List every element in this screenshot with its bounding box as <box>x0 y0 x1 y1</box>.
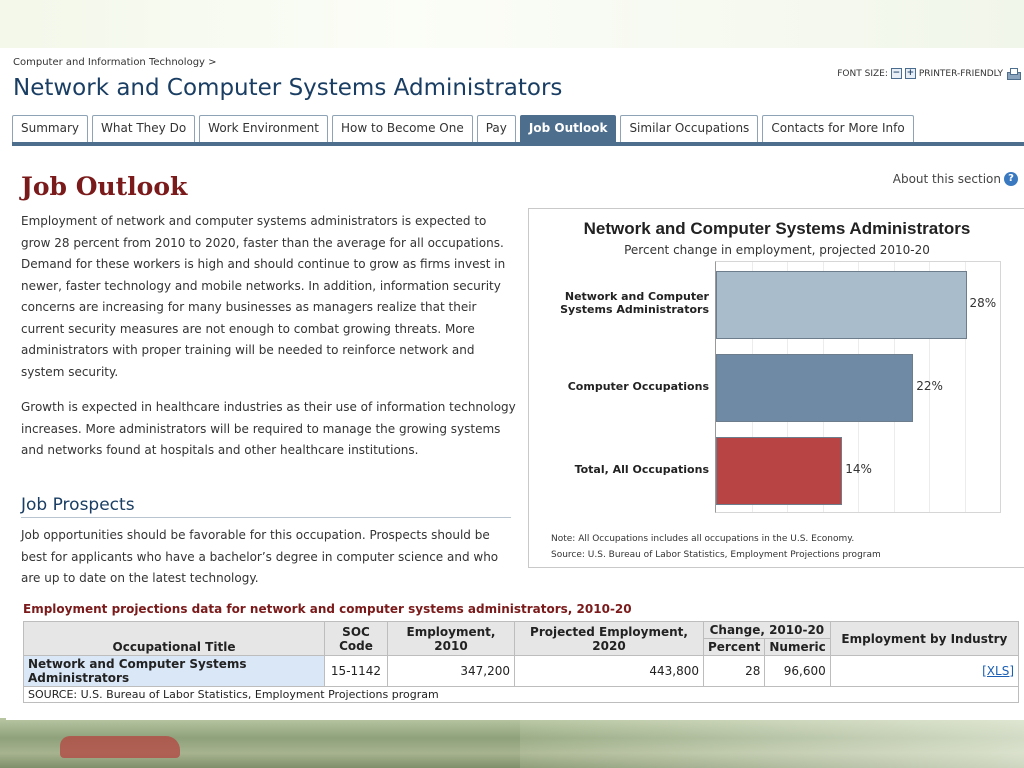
background-image <box>0 718 1024 768</box>
tab-what-they-do[interactable]: What They Do <box>92 115 196 142</box>
table-caption: Employment projections data for network … <box>23 602 632 616</box>
printer-friendly-link[interactable]: PRINTER-FRIENDLY <box>918 68 1003 79</box>
outlook-paragraph-1: Employment of network and computer syste… <box>21 214 506 379</box>
chart-title: Network and Computer Systems Administrat… <box>583 219 971 238</box>
xls-link[interactable]: [XLS] <box>982 664 1014 678</box>
table-row: Network and Computer Systems Administrat… <box>23 655 1020 687</box>
col-employment-by-industry: Employment by Industry <box>829 621 1020 656</box>
chart-gridline <box>964 262 966 512</box>
outlook-paragraph-2: Growth is expected in healthcare industr… <box>21 400 516 457</box>
tab-pay[interactable]: Pay <box>476 115 516 142</box>
row-soc-code: 15-1142 <box>324 655 388 687</box>
chart-category-label-line: Systems Administrators <box>560 302 709 316</box>
tab-underline <box>12 142 1024 146</box>
page-tools: FONT SIZE: − + PRINTER-FRIENDLY <box>837 68 1021 80</box>
tab-contacts[interactable]: Contacts for More Info <box>762 115 914 142</box>
chart-bar <box>716 270 967 339</box>
outlook-chart: Network and Computer Systems Administrat… <box>528 208 1024 568</box>
about-section-label[interactable]: About this section <box>892 172 1001 186</box>
chart-category-label: Network and Computer Systems Administrato… <box>549 290 709 316</box>
row-employment-2010: 347,200 <box>387 655 515 687</box>
row-numeric: 96,600 <box>764 655 831 687</box>
chart-bar <box>716 437 843 506</box>
chart-value-label: 28% <box>969 295 997 310</box>
row-projected-2020: 443,800 <box>514 655 704 687</box>
chart-note-text: Note: All Occupations includes all occup… <box>551 534 855 544</box>
col-numeric: Numeric <box>764 638 831 656</box>
chart-category-label-line: Total, All Occupations <box>574 462 709 476</box>
page-content: Computer and Information Technology > Ne… <box>6 48 1024 720</box>
tab-job-outlook[interactable]: Job Outlook <box>519 115 617 142</box>
background-top <box>0 0 1024 48</box>
tab-bar: Summary What They Do Work Environment Ho… <box>12 115 914 142</box>
chart-category-label-line: Network and Computer <box>564 289 709 303</box>
printer-icon[interactable] <box>1006 68 1021 80</box>
chart-category-label: Computer Occupations <box>549 380 709 393</box>
col-occupational-title: Occupational Title <box>23 621 325 656</box>
job-prospects-heading: Job Prospects <box>21 495 511 518</box>
chart-value-label: 14% <box>845 462 872 477</box>
col-employment-2010: Employment, 2010 <box>387 621 515 656</box>
plus-icon[interactable]: + <box>904 68 916 79</box>
chart-source-text: Source: U.S. Bureau of Labor Statistics,… <box>551 550 881 560</box>
prospects-paragraph: Job opportunities should be favorable fo… <box>21 528 499 585</box>
tab-summary[interactable]: Summary <box>12 115 88 142</box>
projections-table: Occupational Title SOC Code Employment, … <box>23 621 1020 703</box>
col-change: Change, 2010-20 <box>703 621 831 639</box>
tab-work-environment[interactable]: Work Environment <box>199 115 328 142</box>
col-percent: Percent <box>702 638 766 656</box>
about-section-link[interactable]: About this section ? <box>893 172 1018 186</box>
tab-similar-occupations[interactable]: Similar Occupations <box>620 115 759 142</box>
help-icon[interactable]: ? <box>1004 172 1018 186</box>
section-title: Job Outlook <box>21 172 188 201</box>
chart-plot-area: 28% 22% 14% <box>715 261 1001 513</box>
minus-icon[interactable]: − <box>890 68 902 79</box>
chart-category-label: Total, All Occupations <box>549 463 709 476</box>
breadcrumb[interactable]: Computer and Information Technology > <box>13 57 217 68</box>
chart-subtitle: Percent change in employment, projected … <box>624 243 930 257</box>
chart-bar <box>716 354 914 422</box>
chart-note: Note: All Occupations includes all occup… <box>551 531 881 563</box>
table-source: SOURCE: U.S. Bureau of Labor Statistics,… <box>23 686 1019 703</box>
row-percent: 28 <box>702 655 766 687</box>
row-title: Network and Computer Systems Administrat… <box>23 655 325 687</box>
chart-category-label-line: Computer Occupations <box>567 379 709 393</box>
tab-how-to-become-one[interactable]: How to Become One <box>332 115 473 142</box>
font-size-label: FONT SIZE: <box>837 68 888 79</box>
chart-gridline <box>929 262 930 512</box>
page-title: Network and Computer Systems Administrat… <box>13 75 563 101</box>
col-projected-employment: Projected Employment, 2020 <box>514 621 704 656</box>
col-soc-code: SOC Code <box>324 621 388 656</box>
chart-value-label: 22% <box>916 379 943 393</box>
